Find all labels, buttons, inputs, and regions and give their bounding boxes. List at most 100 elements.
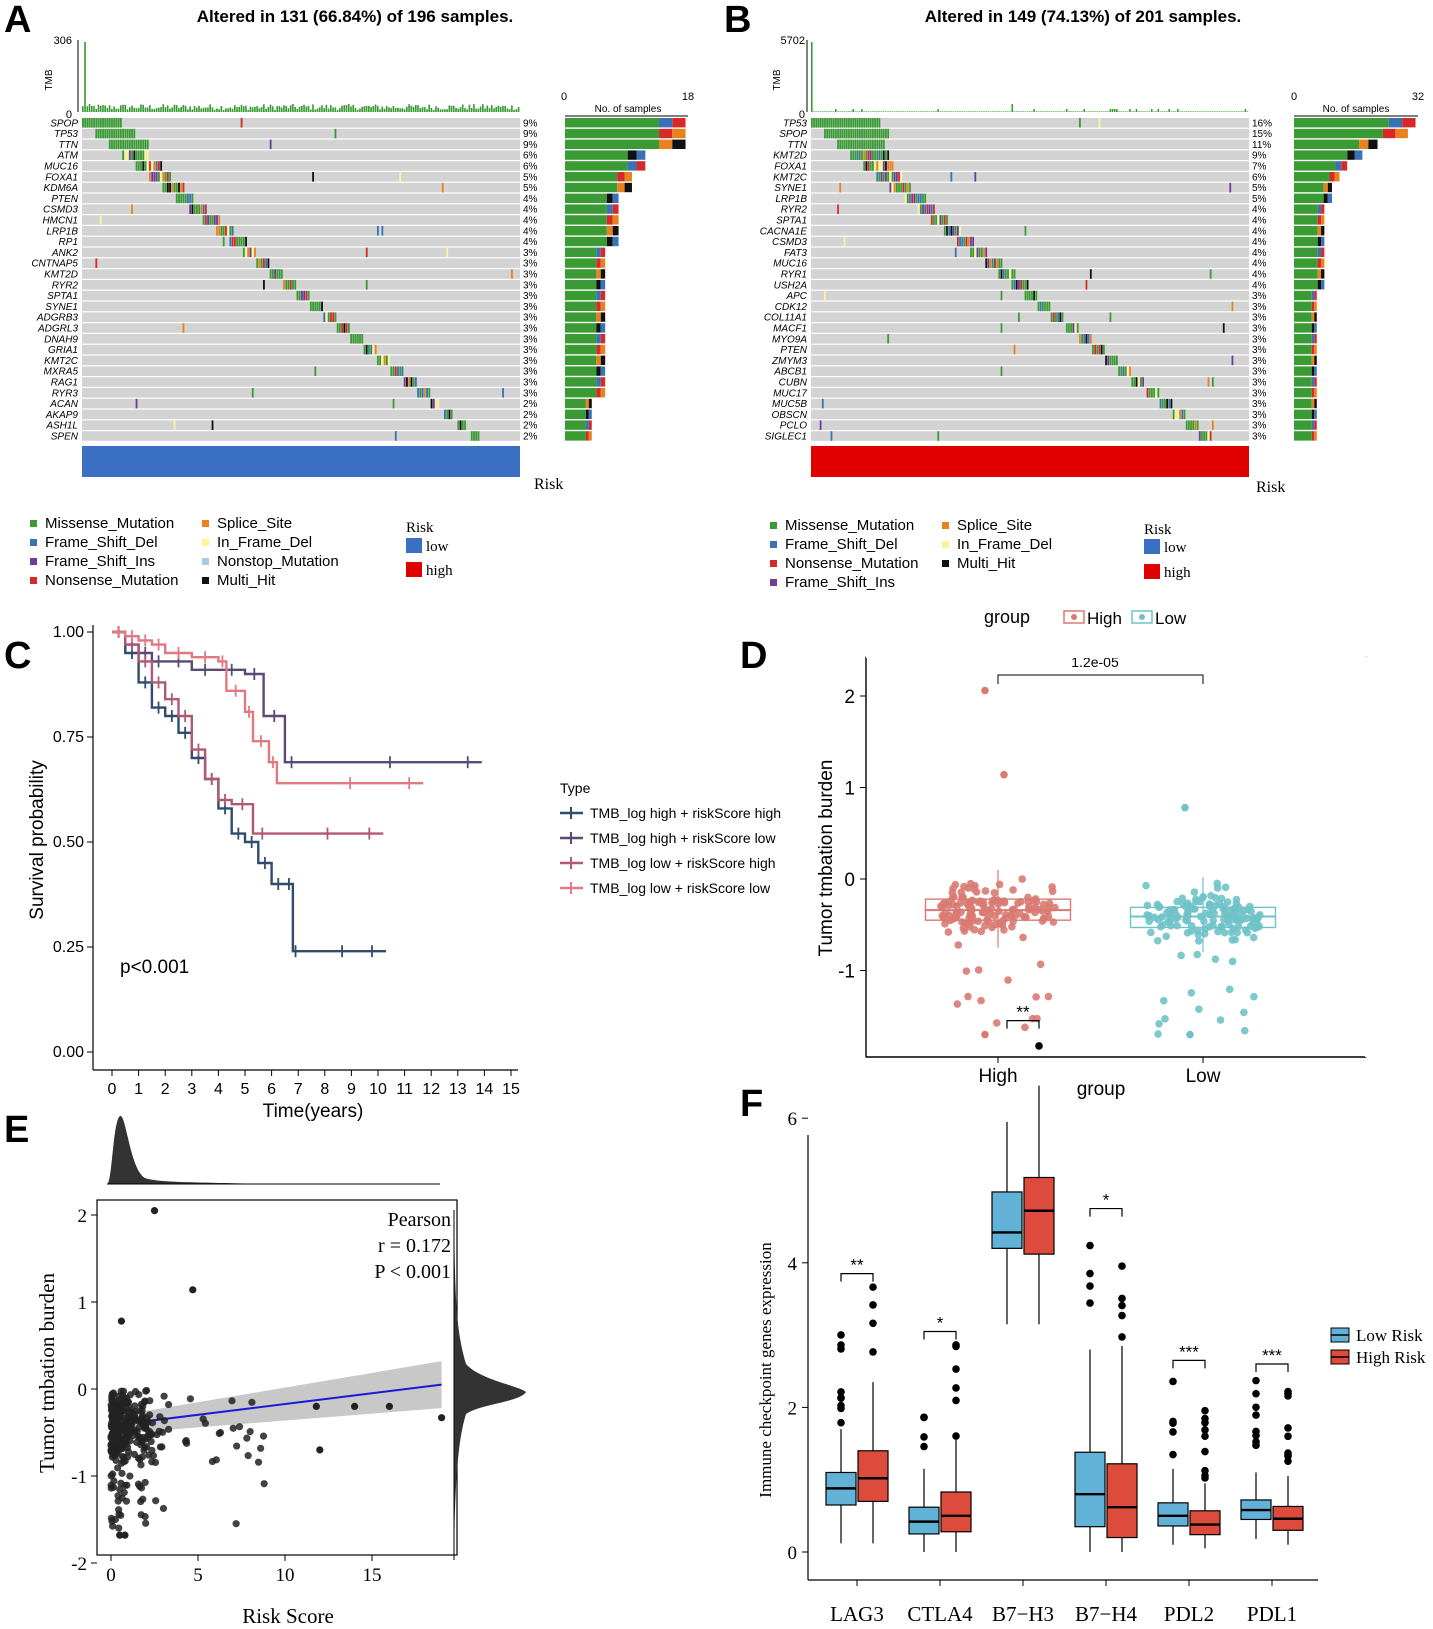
km-legend-label: TMB_log low + riskScore high bbox=[590, 855, 776, 871]
oncoplot-a-mutation-cell bbox=[461, 420, 464, 430]
oncoplot-b-percent-label: 4% bbox=[1252, 226, 1267, 237]
box-d-data-point bbox=[1228, 906, 1236, 914]
oncoplot-b-mutation-cell bbox=[837, 118, 839, 128]
oncoplot-a-tmb-bar bbox=[84, 42, 86, 112]
oncoplot-a-tmb-bar bbox=[169, 108, 171, 112]
oncoplot-a-row-bg bbox=[82, 236, 520, 247]
oncoplot-b-row-bg bbox=[811, 226, 1249, 236]
oncoplot-b-mutation-cell bbox=[898, 182, 900, 193]
oncoplot-b-mutation-cell bbox=[952, 226, 955, 236]
oncoplot-b-tmb-bar bbox=[965, 111, 968, 112]
oncoplot-b-gene-label: SYNE1 bbox=[774, 183, 807, 194]
box-d-data-point bbox=[1225, 985, 1234, 994]
oncoplot-b-gene-bar-segment bbox=[1321, 236, 1325, 247]
oncoplot-a-tmb-bar bbox=[374, 104, 377, 112]
oncoplot-a-mutation-cell bbox=[278, 269, 281, 279]
oncoplot-b-tmb-bar bbox=[1214, 111, 1216, 112]
panel-label-e: E bbox=[4, 1109, 29, 1151]
oncoplot-a-gene-label: GRIA1 bbox=[48, 345, 78, 356]
oncoplot-b-tmb-bar bbox=[904, 111, 907, 112]
oncoplot-a-gene-bar-segment bbox=[600, 258, 606, 268]
oncoplot-b-mutation-cell bbox=[1089, 269, 1092, 279]
box-d-data-point bbox=[960, 882, 968, 891]
oncoplot-b-gene-label: SPOP bbox=[779, 129, 807, 140]
oncoplot-b-mutation-cell bbox=[1087, 334, 1090, 344]
oncoplot-b-tmb-bar bbox=[1177, 109, 1179, 112]
oncoplot-a-title: Altered in 131 (66.84%) of 196 samples. bbox=[197, 7, 514, 26]
oncoplot-a-gene-bar-segment bbox=[659, 118, 673, 128]
oncoplot-b-mutation-cell bbox=[898, 172, 900, 182]
oncoplot-a-tmb-bar bbox=[296, 108, 299, 112]
oncoplot-b-mutation-cell bbox=[848, 118, 850, 128]
oncoplot-a-tmb-bar bbox=[314, 109, 317, 112]
box-d-data-point bbox=[979, 901, 987, 909]
oncoplot-a-tmb-bar bbox=[312, 104, 314, 112]
oncoplot-b-mutation-cell bbox=[965, 236, 968, 247]
oncoplot-b-mutation-cell bbox=[1065, 323, 1068, 333]
oncoplot-b-tmb-bar bbox=[854, 111, 857, 112]
oncoplot-a-mutation-cell bbox=[93, 118, 96, 128]
oncoplot-b-tmb-bar bbox=[839, 111, 841, 112]
box-d-data-point bbox=[1213, 884, 1222, 892]
oncoplot-b-gene-bar-segment bbox=[1327, 182, 1332, 193]
oncoplot-b-gene-bar-segment bbox=[1321, 258, 1325, 268]
oncoplot-a-mutation-cell bbox=[175, 193, 178, 204]
km-x-tick-label: 11 bbox=[396, 1081, 413, 1098]
oncoplot-b-mutation-cell bbox=[880, 139, 883, 150]
box-d-data-point bbox=[951, 880, 960, 889]
oncoplot-a-mutation-cell bbox=[365, 344, 368, 355]
oncoplot-a-tmb-bar bbox=[497, 105, 500, 112]
oncoplot-a-mutation-cell bbox=[394, 431, 397, 441]
oncoplot-b-tmb-bar bbox=[1166, 111, 1168, 112]
oncoplot-b-tmb-bar bbox=[880, 111, 883, 112]
km-x-tick-label: 3 bbox=[187, 1081, 196, 1098]
scatter-e-data-point bbox=[158, 1428, 167, 1436]
oncoplot-b-mutation-cell bbox=[978, 247, 981, 258]
box-f-box bbox=[1106, 1463, 1138, 1539]
oncoplot-a-percent-label: 3% bbox=[523, 388, 538, 399]
box-f-outlier bbox=[1169, 1377, 1177, 1386]
oncoplot-a-row-bg bbox=[82, 172, 520, 182]
oncoplot-b-gene-bar-segment bbox=[1311, 301, 1315, 311]
oncoplot-a-mutation-cell bbox=[254, 247, 256, 258]
oncoplot-a-gene-bar-segment bbox=[596, 323, 601, 333]
oncoplot-a-mutation-cell bbox=[419, 388, 422, 398]
box-d-data-point bbox=[1232, 895, 1241, 904]
oncoplot-a-mutation-cell bbox=[410, 377, 413, 387]
oncoplot-b-mutation-cell bbox=[1124, 366, 1127, 376]
oncoplot-a-mutation-cell bbox=[276, 269, 279, 279]
oncoplot-b-percent-label: 4% bbox=[1252, 216, 1267, 227]
oncoplot-b-gene-bar-segment bbox=[1314, 409, 1317, 419]
box-d-data-point bbox=[995, 907, 1003, 916]
oncoplot-a-mutation-cell bbox=[383, 355, 386, 366]
oncoplot-a-mutation-cell bbox=[126, 150, 129, 160]
oncoplot-a-mutation-cell bbox=[111, 118, 113, 128]
oncoplot-b-gene-bar-segment bbox=[1317, 226, 1322, 236]
box-f-box bbox=[1189, 1510, 1221, 1536]
oncoplot-b-tmb-bar bbox=[1087, 111, 1090, 112]
oncoplot-a-tmb-bar bbox=[231, 108, 234, 112]
oncoplot-a-tmb-bar bbox=[289, 105, 292, 112]
oncoplot-b-gene-bar-segment bbox=[1311, 344, 1315, 355]
oncoplot-a-tmb-bar bbox=[198, 105, 200, 112]
oncoplot-b-mutation-cell bbox=[1205, 431, 1208, 441]
oncoplot-b-tmb-bar bbox=[902, 111, 905, 112]
oncoplot-b-mutation-cell bbox=[1164, 398, 1166, 409]
oncoplot-a-tmb-bar bbox=[452, 105, 455, 112]
oncoplot-b-mutation-cell bbox=[845, 128, 848, 139]
oncoplot-b-mutation-cell bbox=[889, 182, 892, 193]
box-f-outlier bbox=[952, 1432, 960, 1440]
oncoplot-a-mutation-cell bbox=[115, 128, 118, 139]
box-d-data-point bbox=[1228, 957, 1237, 966]
oncoplot-b-tmb-bar bbox=[1118, 111, 1120, 112]
oncoplot-b-tmb-bar bbox=[1039, 111, 1042, 112]
box-d-data-point bbox=[990, 888, 999, 897]
legend-b-variant-label: Frame_Shift_Del bbox=[785, 536, 898, 553]
oncoplot-b-tmb-bar bbox=[826, 111, 828, 112]
oncoplot-a-mutation-cell bbox=[216, 226, 218, 236]
oncoplot-b-mutation-cell bbox=[959, 226, 961, 236]
box-d-data-point bbox=[1024, 893, 1032, 902]
oncoplot-a-percent-label: 4% bbox=[523, 226, 538, 237]
oncoplot-a-mutation-cell bbox=[475, 431, 478, 441]
oncoplot-a-mutation-cell bbox=[211, 215, 214, 225]
